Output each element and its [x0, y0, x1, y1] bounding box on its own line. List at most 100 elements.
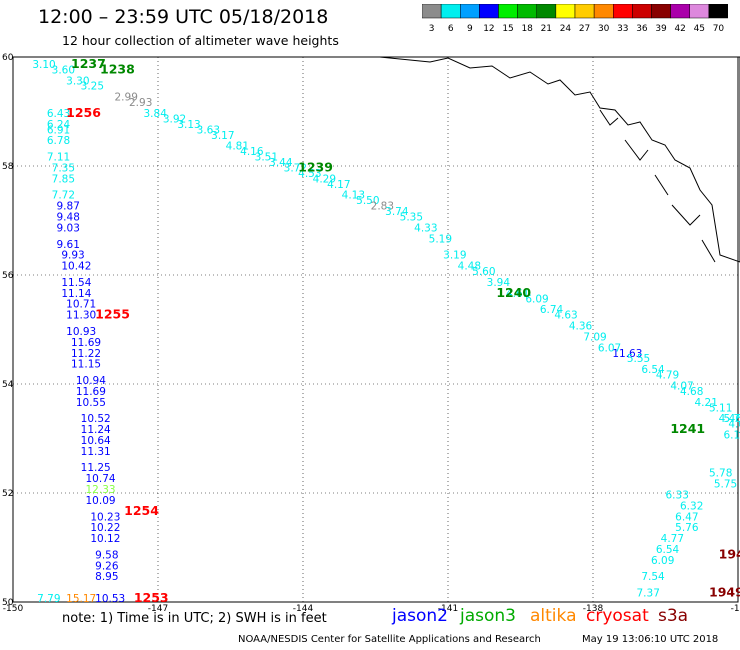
pass-time-label: 1240 — [496, 285, 531, 300]
swh-observation: 3.92 — [163, 113, 186, 125]
wave-height-colorbar: 3 6 9 12 15 18 21 24 27 30 33 36 39 42 45 70 — [422, 4, 728, 34]
swh-observation: 2.83 — [371, 201, 394, 213]
swh-observation: 2.93 — [129, 97, 152, 109]
swh-observation: 5.75 — [714, 479, 737, 491]
swh-observation: 5.19 — [429, 233, 452, 245]
swh-observation: 3.13 — [177, 119, 200, 131]
swh-observation: 5.55 — [627, 353, 650, 365]
swh-observation: 10.94 — [76, 375, 106, 387]
swh-observation: 3.30 — [66, 75, 89, 87]
swh-observation: 11.54 — [61, 277, 91, 289]
swh-observation: 4.36 — [569, 321, 593, 333]
axis-tick-labels: -150 -147 -144 -141 -138 -13 60 58 56 54 52 50 — [2, 53, 740, 614]
swh-observation: 5.50 — [356, 195, 379, 207]
swh-observation: 6.09 — [651, 555, 674, 567]
swh-observation: 4.77 — [661, 533, 684, 545]
swh-observation: 6.43 — [47, 108, 70, 120]
swh-observation: 10.55 — [76, 397, 106, 409]
swh-observation: 10.53 — [95, 593, 125, 605]
colorbar-label: 36 — [636, 24, 648, 34]
colorbar-label: 15 — [502, 24, 513, 34]
swh-observation: 4.53 — [298, 168, 321, 180]
swh-observation: 6.47 — [675, 511, 698, 523]
swh-observation: 3.25 — [81, 81, 104, 93]
swh-observation: 4.13 — [342, 190, 365, 202]
colorbar-label: 27 — [579, 24, 590, 34]
swh-observation: 3.51 — [255, 152, 278, 164]
swh-observation: 11.14 — [61, 288, 91, 300]
swh-observation: 15.17 — [66, 593, 96, 605]
swh-observation: 11.63 — [612, 348, 642, 360]
swh-observation: 9.87 — [57, 201, 80, 213]
swh-observation: 7.79 — [37, 593, 60, 605]
swh-observation: 10.71 — [66, 299, 96, 311]
colorbar-label: 12 — [483, 24, 494, 34]
lat-tick-label: 50 — [2, 598, 14, 608]
generated-timestamp: May 19 13:06:10 UTC 2018 — [582, 634, 719, 645]
swh-observation: 3.94 — [487, 277, 511, 289]
swh-observation: 6.09 — [525, 293, 548, 305]
swh-observation: 3.17 — [211, 130, 234, 142]
lon-tick-label: -138 — [583, 604, 604, 614]
pass-time-label: 1948 — [719, 546, 740, 561]
pass-time-label: 1238 — [100, 61, 135, 76]
swh-observation: 4.17 — [327, 179, 350, 191]
swh-observation: 5.72 — [724, 413, 740, 425]
plot-border — [12, 56, 739, 603]
swh-observation: 11.15 — [71, 359, 101, 371]
land-alaska — [379, 56, 740, 263]
colorbar-label: 30 — [598, 24, 610, 34]
swh-observation: 12.33 — [86, 484, 116, 496]
swh-observation: 10.64 — [81, 435, 111, 447]
swh-observation: 10.09 — [86, 495, 116, 507]
swh-observation: 5.60 — [472, 266, 495, 278]
swh-observation: 9.58 — [95, 549, 118, 561]
colorbar-label: 21 — [541, 24, 552, 34]
footer-note: note: 1) Time is in UTC; 2) SWH is in fe… — [62, 611, 327, 626]
swh-observation: 7.35 — [52, 162, 75, 174]
pass-time-label: 1254 — [124, 503, 159, 518]
map-frame — [12, 56, 739, 603]
pass-time-label: 1255 — [95, 307, 130, 322]
pass-time-label: 1237 — [71, 56, 106, 71]
swh-observation: 10.23 — [90, 511, 120, 523]
swh-observation: 3.63 — [197, 124, 220, 136]
swh-observation: 2.99 — [115, 92, 138, 104]
swh-observation: 3.84 — [144, 108, 168, 120]
swh-observation: 6.07 — [598, 342, 621, 354]
swh-observation: 4.81 — [226, 141, 249, 153]
pass-time-label: 1253 — [134, 590, 169, 605]
lat-tick-label: 58 — [2, 162, 14, 172]
pass-time-label: 1949 — [709, 585, 740, 600]
swh-observation: 8.95 — [95, 571, 118, 583]
colorbar-label: 9 — [467, 24, 473, 34]
swh-observation: 4.21 — [695, 397, 718, 409]
colorbar-label: 3 — [429, 24, 435, 34]
swh-observation: 9.26 — [95, 560, 119, 572]
swh-observation: 10.12 — [90, 533, 120, 545]
map-subtitle: 12 hour collection of altimeter wave hei… — [62, 33, 339, 48]
swh-observation: 9.61 — [57, 239, 80, 251]
colorbar-label: 24 — [560, 24, 572, 34]
colorbar-label: 45 — [694, 24, 705, 34]
swh-observation: 5.76 — [675, 522, 699, 534]
colorbar-label: 33 — [617, 24, 628, 34]
swh-observation: 6.54 — [656, 544, 680, 556]
swh-observation: 6.24 — [47, 119, 71, 131]
swh-observation: 9.93 — [61, 250, 84, 262]
colorbar-label: 70 — [713, 24, 725, 34]
swh-observation: 5.78 — [709, 468, 732, 480]
colorbar-label: 39 — [655, 24, 667, 34]
swh-observation: 4.07 — [670, 380, 693, 392]
colorbar-label: 6 — [448, 24, 454, 34]
colorbar-label: 18 — [521, 24, 533, 34]
swh-observation: 7.85 — [52, 173, 75, 185]
swh-observation: 3.72 — [284, 162, 307, 174]
pass-time-label: 1256 — [66, 105, 101, 120]
swh-observation: 7.37 — [637, 588, 660, 600]
swh-observation: 10.74 — [86, 473, 116, 485]
swh-observation: 4.79 — [656, 370, 679, 382]
swh-observation: 11.22 — [71, 348, 101, 360]
swh-observation: 6.33 — [666, 489, 689, 501]
colorbar-label: 42 — [674, 24, 685, 34]
